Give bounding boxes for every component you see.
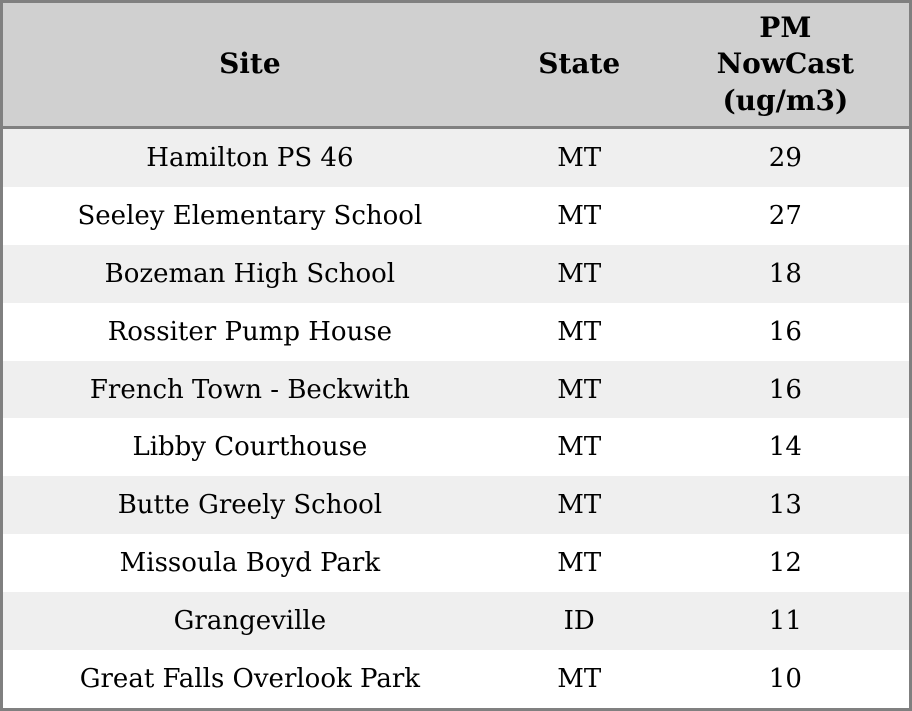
column-header-state: State	[496, 3, 662, 129]
site-cell: Hamilton PS 46	[3, 127, 497, 187]
state-cell: MT	[496, 360, 662, 419]
table-header-row: Site State PM NowCast (ug/m3)	[3, 3, 909, 129]
state-cell: MT	[496, 186, 662, 245]
table-row: Libby Courthouse MT 14	[3, 418, 909, 477]
site-cell: Libby Courthouse	[3, 418, 497, 477]
air-quality-table: Site State PM NowCast (ug/m3) Hamilton P…	[3, 3, 909, 708]
table-row: Missoula Boyd Park MT 12	[3, 534, 909, 593]
column-header-pm-nowcast: PM NowCast (ug/m3)	[661, 3, 909, 129]
pm-nowcast-cell: 18	[661, 244, 909, 303]
state-cell: MT	[496, 302, 662, 361]
table-header: Site State PM NowCast (ug/m3)	[3, 3, 909, 129]
column-header-site: Site	[3, 3, 497, 129]
state-cell: MT	[496, 244, 662, 303]
site-cell: French Town - Beckwith	[3, 360, 497, 419]
table-row: French Town - Beckwith MT 16	[3, 360, 909, 419]
site-cell: Missoula Boyd Park	[3, 534, 497, 593]
pm-nowcast-cell: 12	[661, 534, 909, 593]
table-row: Hamilton PS 46 MT 29	[3, 127, 909, 187]
state-cell: MT	[496, 418, 662, 477]
site-cell: Rossiter Pump House	[3, 302, 497, 361]
site-cell: Grangeville	[3, 592, 497, 651]
table-row: Grangeville ID 11	[3, 592, 909, 651]
table-row: Butte Greely School MT 13	[3, 476, 909, 535]
pm-nowcast-cell: 16	[661, 302, 909, 361]
table-row: Seeley Elementary School MT 27	[3, 186, 909, 245]
pm-nowcast-cell: 13	[661, 476, 909, 535]
table-body: Hamilton PS 46 MT 29 Seeley Elementary S…	[3, 127, 909, 708]
state-cell: MT	[496, 534, 662, 593]
pm-nowcast-cell: 29	[661, 127, 909, 187]
site-cell: Butte Greely School	[3, 476, 497, 535]
table-row: Rossiter Pump House MT 16	[3, 302, 909, 361]
state-cell: MT	[496, 476, 662, 535]
state-cell: ID	[496, 592, 662, 651]
table-row: Great Falls Overlook Park MT 10	[3, 650, 909, 708]
pm-nowcast-cell: 11	[661, 592, 909, 651]
site-cell: Great Falls Overlook Park	[3, 650, 497, 708]
site-cell: Bozeman High School	[3, 244, 497, 303]
pm-nowcast-cell: 16	[661, 360, 909, 419]
site-cell: Seeley Elementary School	[3, 186, 497, 245]
table-row: Bozeman High School MT 18	[3, 244, 909, 303]
pm-nowcast-cell: 10	[661, 650, 909, 708]
state-cell: MT	[496, 127, 662, 187]
state-cell: MT	[496, 650, 662, 708]
pm-nowcast-cell: 27	[661, 186, 909, 245]
pm-nowcast-cell: 14	[661, 418, 909, 477]
